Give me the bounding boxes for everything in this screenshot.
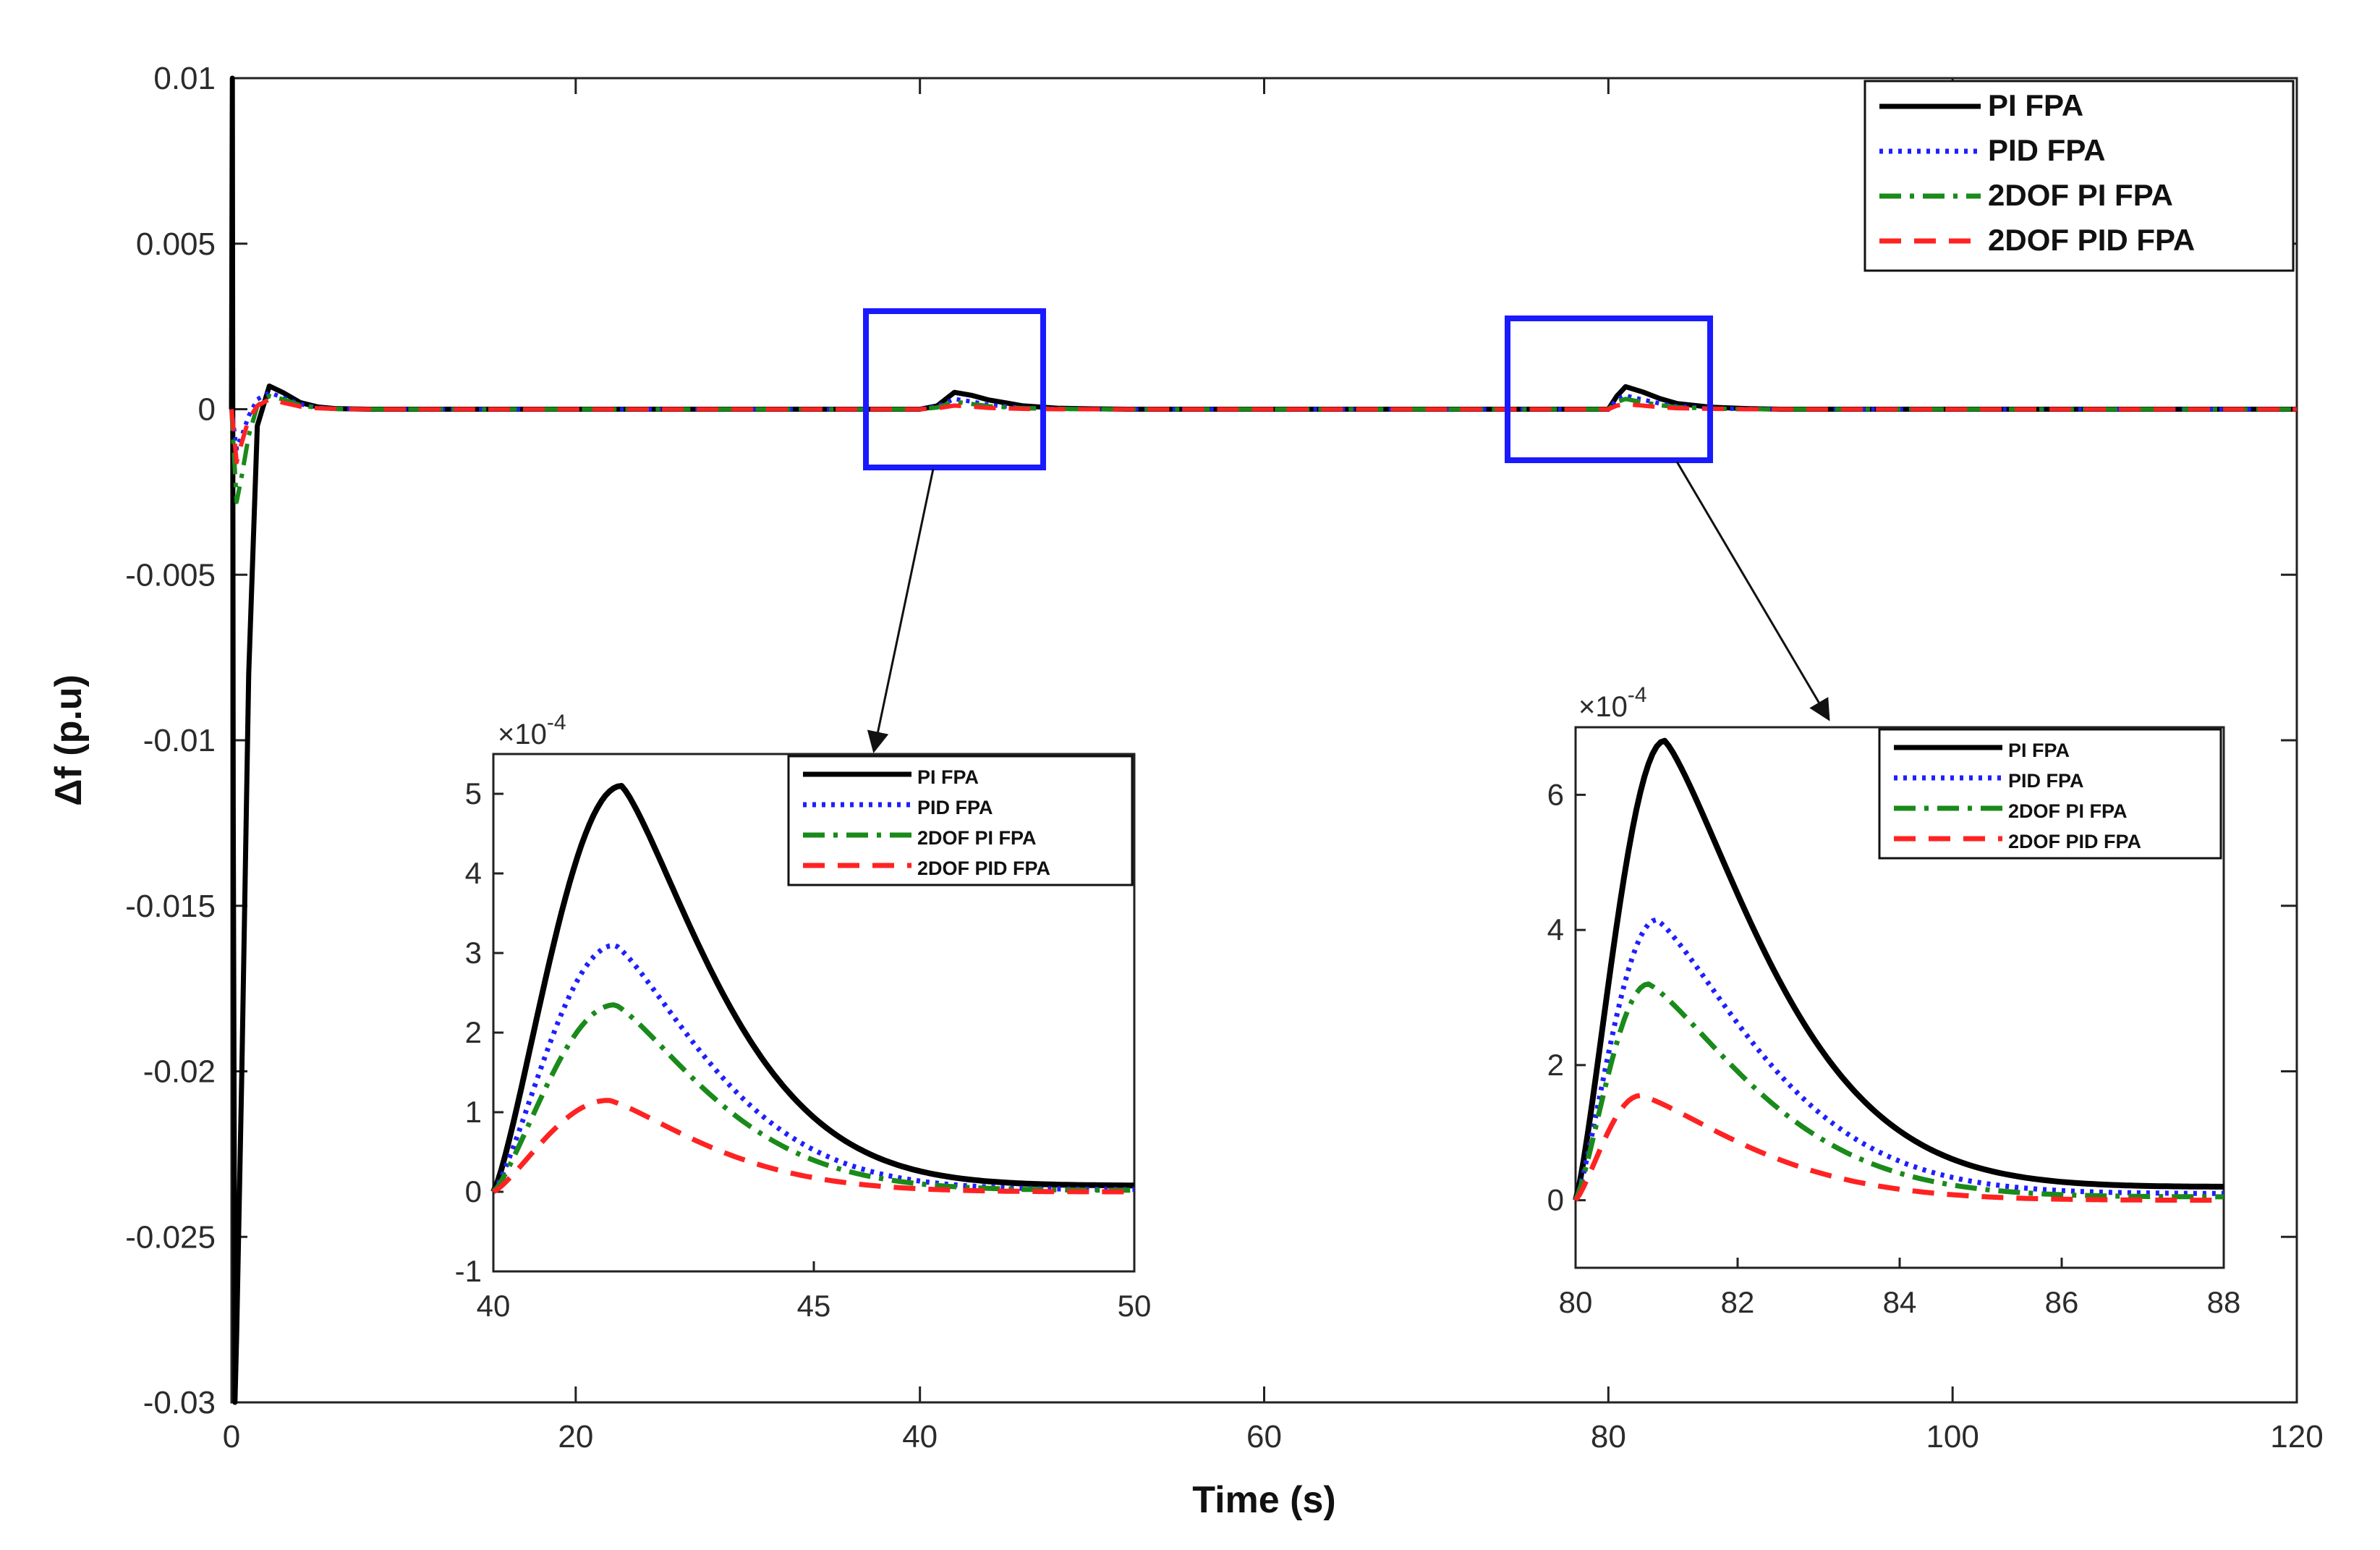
y-tick-label: 0: [198, 392, 216, 428]
legend-label: PID FPA: [1988, 133, 2106, 167]
y-tick-label: -0.03: [143, 1385, 216, 1420]
inset-x-tick-label: 82: [1721, 1285, 1755, 1319]
inset-y-tick-label: -1: [455, 1254, 482, 1288]
series-line-twodof_pi_fpa: [229, 394, 2297, 504]
legend-box: [1863, 80, 2295, 272]
y-tick-label: -0.01: [143, 723, 216, 758]
y-tick-label: -0.005: [125, 557, 216, 593]
zoom-arrow-1: [867, 468, 935, 753]
scale-exponent: -4: [547, 711, 566, 734]
x-tick-label: 20: [558, 1419, 593, 1454]
legend-label: PID FPA: [917, 797, 993, 818]
inset-x-tick-label: 84: [1883, 1285, 1917, 1319]
zoom-box-40-50: [863, 308, 1046, 470]
legend-label: 2DOF PI FPA: [1988, 178, 2173, 212]
x-tick-label: 60: [1246, 1419, 1282, 1454]
legend-label: PI FPA: [1988, 88, 2083, 122]
inset-series-line-pi_fpa: [1573, 737, 2224, 1201]
inset-y-scale-label: ×10-4: [1578, 683, 1647, 723]
inset-y-tick-label: 6: [1547, 777, 1564, 811]
legend-label: 2DOF PID FPA: [1988, 223, 2195, 257]
legend-label: 2DOF PI FPA: [2008, 800, 2128, 822]
inset-plot-80-88: 80 82 84 86 88 6 4 2 0 ×10-4 PI FPA PID FPA 2DOF PI …: [1547, 683, 2241, 1319]
inset-y-tick-label: 2: [1547, 1048, 1564, 1082]
x-axis-title: Time (s): [1192, 1479, 1335, 1521]
legend-label: PI FPA: [2008, 740, 2070, 761]
inset-y-tick-label: 3: [465, 936, 482, 970]
x-tick-label: 80: [1591, 1419, 1626, 1454]
inset-x-tick-label: 80: [1559, 1285, 1593, 1319]
y-tick-label: 0.005: [136, 226, 216, 262]
x-tick-label: 0: [223, 1419, 240, 1454]
inset-x-tick-label: 86: [2045, 1285, 2079, 1319]
inset-series-line-pid_fpa: [491, 942, 1134, 1193]
inset-x-tick-label: 45: [797, 1289, 831, 1323]
inset-series-line-twodof_pid_fpa: [492, 1098, 1134, 1195]
inset-x-tick-label: 50: [1118, 1289, 1152, 1323]
y-axis-title: Δf (p.u): [48, 674, 90, 806]
inset-y-tick-label: 1: [465, 1095, 482, 1129]
y-tick-label: -0.025: [125, 1219, 216, 1255]
zoom-arrow-2: [1675, 461, 1830, 721]
y-tick-label: -0.02: [143, 1054, 216, 1090]
inset-x-tick-label: 88: [2207, 1285, 2241, 1319]
inset-y-tick-label: 2: [465, 1015, 482, 1049]
zoom-box-80-88: [1505, 315, 1713, 463]
inset-y-tick-label: 4: [1547, 912, 1564, 946]
legend-label: 2DOF PI FPA: [917, 827, 1037, 849]
inset-y-tick-label: 5: [465, 776, 482, 810]
inset-x-tick-label: 40: [477, 1289, 511, 1323]
inset-series-line-pi_fpa: [490, 783, 1134, 1193]
inset-series-line-twodof_pi_fpa: [1573, 981, 2224, 1201]
scale-base: ×10: [1578, 691, 1628, 723]
y-tick-label: -0.015: [125, 889, 216, 924]
legend-label: 2DOF PID FPA: [917, 857, 1050, 879]
legend-label: PI FPA: [917, 766, 979, 788]
inset-y-tick-label: 4: [465, 856, 482, 890]
inset-y-tick-label: 0: [1547, 1183, 1564, 1217]
x-tick-label: 120: [2270, 1419, 2323, 1454]
inset-y-scale-label: ×10-4: [498, 711, 566, 750]
scale-exponent: -4: [1628, 683, 1647, 707]
legend-label: 2DOF PID FPA: [2008, 831, 2141, 852]
legend-label: PID FPA: [2008, 770, 2084, 792]
x-tick-label: 100: [1926, 1419, 1979, 1454]
zoom-boxes: [863, 308, 1830, 753]
scale-base: ×10: [498, 719, 547, 750]
inset-series-line-twodof_pid_fpa: [1573, 1093, 2224, 1203]
y-tick-label: 0.01: [153, 61, 216, 96]
x-tick-label: 40: [902, 1419, 938, 1454]
inset-y-tick-label: 0: [465, 1174, 482, 1208]
inset-plot-40-50: 40 45 50 5 4 3 2 1 0 -1 ×10-4 PI FPA PID FPA 2DOF PI …: [455, 711, 1152, 1323]
inset-series-line-twodof_pi_fpa: [491, 1002, 1134, 1194]
series-line-pi_fpa: [229, 75, 2297, 1405]
